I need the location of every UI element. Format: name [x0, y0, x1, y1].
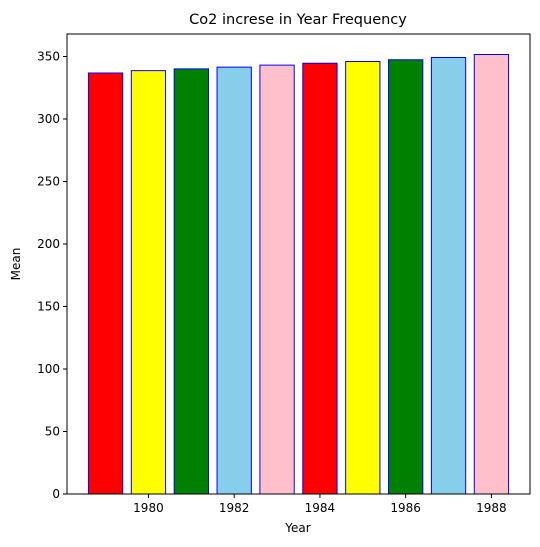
x-tick-label: 1982 — [219, 501, 250, 515]
bar-1984 — [302, 62, 338, 495]
bar-1983 — [259, 64, 295, 495]
y-axis-ticks: 0 50 100 150 200 250 300 350 — [37, 50, 67, 501]
x-tick-label: 1986 — [390, 501, 421, 515]
x-tick-label: 1984 — [305, 501, 336, 515]
bar-1981 — [173, 68, 209, 495]
y-axis-label: Mean — [9, 248, 23, 281]
bar-1986 — [388, 59, 424, 495]
y-tick-label: 300 — [37, 112, 60, 126]
bar-1979 — [87, 72, 124, 495]
y-tick-label: 0 — [52, 487, 60, 501]
x-axis-label: Year — [284, 521, 310, 535]
chart-title: Co2 increse in Year Frequency — [189, 12, 407, 28]
y-tick-label: 100 — [37, 362, 60, 376]
bar-1987 — [430, 57, 467, 495]
x-tick-label: 1980 — [133, 501, 164, 515]
x-axis-ticks: 1980 1982 1984 1986 1988 — [133, 494, 507, 515]
bar-1988 — [473, 54, 510, 495]
bars-group — [87, 54, 510, 495]
bar-1985 — [345, 61, 381, 495]
y-tick-label: 250 — [37, 175, 60, 189]
x-tick-label: 1988 — [476, 501, 507, 515]
y-tick-label: 50 — [45, 425, 60, 439]
y-tick-label: 150 — [37, 300, 60, 314]
plot-frame — [66, 33, 531, 495]
y-tick-label: 200 — [37, 237, 60, 251]
bar-1980 — [130, 70, 167, 495]
bar-1982 — [216, 66, 252, 495]
y-tick-label: 350 — [37, 50, 60, 64]
